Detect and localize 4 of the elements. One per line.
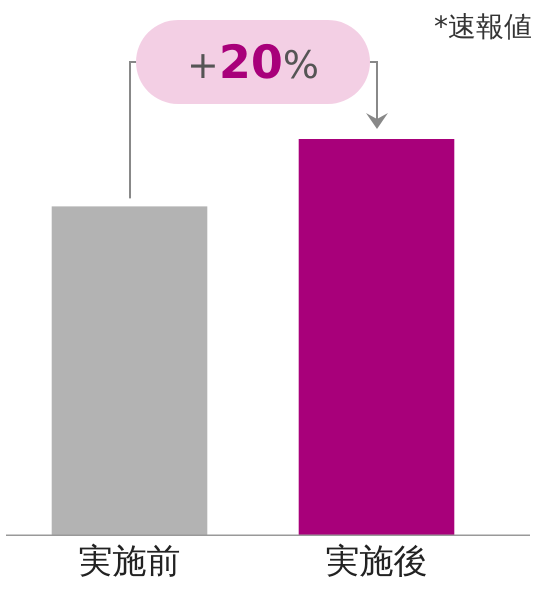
text: +20%: [187, 35, 319, 89]
text: *速報値: [434, 9, 532, 45]
x-tick-label: 実施前: [78, 541, 180, 582]
x-tick-label: 実施後: [326, 541, 428, 582]
